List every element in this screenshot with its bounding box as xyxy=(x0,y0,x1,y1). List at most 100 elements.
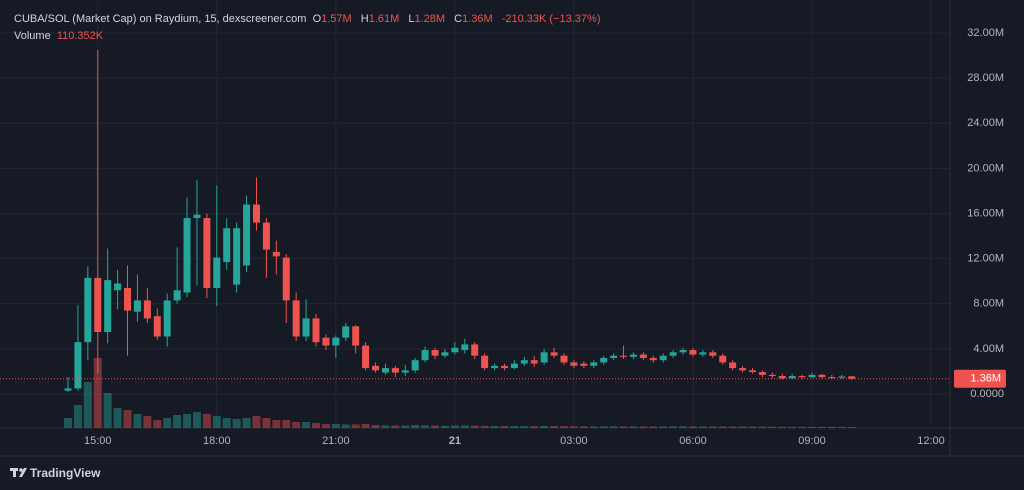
candle-body xyxy=(193,214,201,219)
y-tick-label: 12.00M xyxy=(967,253,1004,265)
y-tick-label: 32.00M xyxy=(967,27,1004,39)
volume-bar xyxy=(321,424,330,428)
volume-bar xyxy=(192,412,201,428)
volume-bar xyxy=(232,419,241,428)
candle-body xyxy=(342,326,350,338)
low-label: L xyxy=(408,13,415,25)
candle-body xyxy=(818,374,826,378)
candle-body xyxy=(332,337,340,346)
candle-body xyxy=(302,318,310,337)
volume-bar xyxy=(569,426,578,428)
volume-bar xyxy=(202,414,211,428)
candle-body xyxy=(659,355,667,361)
volume-bar xyxy=(73,405,82,428)
candle-body xyxy=(441,352,449,356)
volume-bar xyxy=(341,424,350,428)
candle-body xyxy=(788,375,796,379)
candle-body xyxy=(639,354,647,358)
y-tick-label: 24.00M xyxy=(967,117,1004,129)
volume-bar xyxy=(381,425,390,428)
candle-body xyxy=(322,337,330,346)
candle-body xyxy=(748,370,756,373)
candle-body xyxy=(84,277,92,343)
candle-body xyxy=(312,318,320,343)
volume-bar xyxy=(153,420,162,428)
candle-body xyxy=(649,357,657,361)
volume-bar xyxy=(93,358,102,428)
candle-body xyxy=(758,372,766,375)
candle-body xyxy=(163,300,171,337)
candle-body xyxy=(252,204,260,223)
x-tick-label: 09:00 xyxy=(798,435,826,447)
x-tick-label: 18:00 xyxy=(203,435,231,447)
volume-bar xyxy=(460,425,469,428)
y-tick-label: 8.00M xyxy=(973,298,1004,310)
y-tick-label: 0.0000 xyxy=(970,388,1004,400)
candle-body xyxy=(203,218,211,288)
candle-body xyxy=(272,251,280,257)
volume-bar xyxy=(222,418,231,428)
candle-body xyxy=(629,354,637,357)
volume-bar xyxy=(302,422,311,428)
x-tick-label: 15:00 xyxy=(84,435,112,447)
volume-bar xyxy=(391,425,400,428)
volume-bar xyxy=(490,426,499,428)
volume-bar xyxy=(421,425,430,428)
candle-body xyxy=(421,350,429,361)
candle-body xyxy=(798,375,806,378)
candle-body xyxy=(828,377,836,379)
candle-body xyxy=(530,360,538,364)
volume-bar xyxy=(242,418,251,428)
volume-bar xyxy=(470,425,479,428)
x-tick-label: 21 xyxy=(449,435,461,447)
close-value: 1.36M xyxy=(462,13,493,25)
candle-body xyxy=(600,357,608,363)
volume-bar xyxy=(262,418,271,428)
volume-bar xyxy=(609,426,618,428)
volume-bar xyxy=(351,424,360,428)
volume-bar xyxy=(103,393,112,428)
candle-body xyxy=(491,365,499,369)
candle-body xyxy=(372,365,380,371)
candle-body xyxy=(153,316,161,337)
volume-bar xyxy=(847,426,856,428)
volume-bar xyxy=(133,414,142,428)
close-label: C xyxy=(454,13,463,25)
volume-bar xyxy=(282,420,291,428)
volume-value: 110.352K xyxy=(56,30,104,42)
volume-bar xyxy=(411,425,420,428)
volume-bar xyxy=(83,382,92,428)
volume-bar xyxy=(768,426,777,428)
candle-body xyxy=(838,376,846,378)
volume-bar xyxy=(173,415,182,428)
candle-body xyxy=(520,360,528,364)
volume-bar xyxy=(589,426,598,428)
candle-body xyxy=(679,350,687,353)
candle-body xyxy=(699,352,707,355)
candle-body xyxy=(94,277,102,332)
candle-body xyxy=(689,350,697,355)
candle-body xyxy=(719,355,727,363)
candle-body xyxy=(620,355,628,357)
volume-bar xyxy=(440,425,449,428)
candle-body xyxy=(262,222,270,250)
volume-bar xyxy=(500,426,509,428)
candle-body xyxy=(669,352,677,356)
y-tick-label: 16.00M xyxy=(967,207,1004,219)
volume-bar xyxy=(619,426,628,428)
candle-body xyxy=(74,342,82,389)
candle-body xyxy=(391,368,399,373)
candle-body xyxy=(243,204,251,266)
volume-bar xyxy=(143,416,152,428)
candle-body xyxy=(510,363,518,369)
candle-body xyxy=(431,350,439,356)
volume-bar xyxy=(758,426,767,428)
x-tick-label: 21:00 xyxy=(322,435,350,447)
volume-label: Volume xyxy=(14,30,51,42)
candle-body xyxy=(461,344,469,351)
volume-bar xyxy=(331,424,340,428)
candle-body xyxy=(213,257,221,288)
y-tick-label: 28.00M xyxy=(967,72,1004,84)
volume-bar xyxy=(450,425,459,428)
